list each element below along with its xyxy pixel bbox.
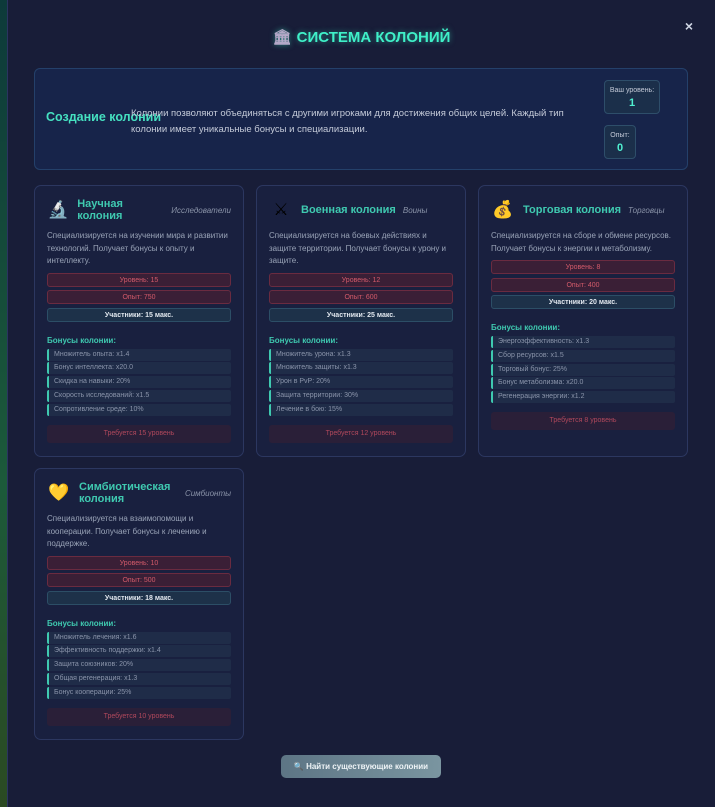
bonus-heading: Бонусы колонии: xyxy=(491,323,561,332)
bonus-item: Скидка на навыки: 20% xyxy=(47,376,231,389)
bonus-item: Бонус метаболизма: x20.0 xyxy=(491,377,675,390)
bonus-item: Защита территории: 30% xyxy=(269,389,453,402)
colony-card[interactable]: 🔬 Научная колония Исследователи Специализи… xyxy=(34,185,244,457)
colony-subtitle: Симбионты xyxy=(184,488,231,498)
create-colony-button[interactable]: Требуется 8 уровень xyxy=(491,412,675,431)
level-requirement: Уровень: 8 xyxy=(491,260,675,274)
bonus-item: Скорость исследований: x1.5 xyxy=(47,389,231,402)
bonus-heading: Бонусы колонии: xyxy=(47,335,117,345)
colony-description: Специализируется на сборе и обмене ресур… xyxy=(491,231,672,253)
members-limit: Участники: 25 макс. xyxy=(269,307,453,322)
card-header: 💛 Симбиотическая колония Симбионты xyxy=(47,481,231,505)
title-text: СИСТЕМА КОЛОНИЙ xyxy=(296,29,451,46)
exp-stat: Опыт: 0 xyxy=(604,125,636,159)
heart-icon: 💛 xyxy=(48,483,70,502)
bonus-heading: Бонусы колонии: xyxy=(47,618,117,628)
exp-requirement: Опыт: 750 xyxy=(47,290,231,304)
intro-text: Колонии позволяют объединяться с другими… xyxy=(131,108,564,135)
members-limit: Участники: 18 макс. xyxy=(47,590,231,605)
card-header: ⚔ Военная колония Воины xyxy=(269,198,453,222)
bonus-item: Множитель защиты: x1.3 xyxy=(269,362,453,375)
bonus-item: Лечение в бою: 15% xyxy=(269,403,453,416)
level-label: Ваш уровень: xyxy=(609,87,655,94)
intro-heading: Создание колонии xyxy=(46,110,162,124)
bonus-item: Сопротивление среде: 10% xyxy=(47,403,231,416)
colony-name: Симбиотическая колония xyxy=(79,481,171,505)
create-colony-button[interactable]: Требуется 15 уровень xyxy=(47,424,231,443)
find-colonies-button[interactable]: 🔍 Найти существующие колонии xyxy=(281,755,441,778)
card-header: 🔬 Научная колония Исследователи xyxy=(47,198,231,222)
colony-subtitle: Торговцы xyxy=(628,205,665,215)
colony-description: Специализируется на изучении мира и разв… xyxy=(47,231,228,265)
microscope-icon: 🔬 xyxy=(47,200,69,219)
magnifier-icon: 🔍 xyxy=(293,762,304,771)
level-requirement: Уровень: 15 xyxy=(47,272,231,287)
money-bag-icon: 💰 xyxy=(492,200,514,219)
bonus-item: Эффективность поддержки: x1.4 xyxy=(47,645,231,658)
bonus-item: Торговый бонус: 25% xyxy=(491,363,675,376)
bonus-item: Регенерация энергии: x1.2 xyxy=(491,391,675,404)
create-colony-button[interactable]: Требуется 12 уровень xyxy=(269,424,453,443)
level-stat: Ваш уровень: 1 xyxy=(604,80,660,114)
colony-card[interactable]: ⚔ Военная колония Воины Специализируется н… xyxy=(256,185,466,457)
exp-requirement: Опыт: 400 xyxy=(491,277,675,292)
exp-requirement: Опыт: 500 xyxy=(47,573,231,587)
find-label: Найти существующие колонии xyxy=(306,762,429,771)
modal-title: 🏛 СИСТЕМА КОЛОНИЙ xyxy=(8,28,715,46)
colony-modal: 🏛 СИСТЕМА КОЛОНИЙ × Создание колонии Коло… xyxy=(7,0,715,807)
bonus-item: Общая регенерация: x1.3 xyxy=(47,672,231,685)
members-limit: Участники: 20 макс. xyxy=(491,295,675,309)
colony-subtitle: Воины xyxy=(402,205,428,215)
bonus-item: Бонус интеллекта: x20.0 xyxy=(47,362,231,375)
bonus-item: Множитель лечения: x1.6 xyxy=(47,631,231,644)
exp-label: Опыт: xyxy=(610,132,630,139)
exp-value: 0 xyxy=(616,142,624,154)
exp-requirement: Опыт: 600 xyxy=(269,290,453,304)
members-limit: Участники: 15 макс. xyxy=(47,307,231,322)
colony-description: Специализируется на боевых действиях и з… xyxy=(269,231,447,265)
level-value: 1 xyxy=(628,97,636,109)
create-colony-button[interactable]: Требуется 10 уровень xyxy=(47,707,231,726)
bonus-item: Множитель урона: x1.3 xyxy=(269,348,453,361)
level-requirement: Уровень: 10 xyxy=(47,555,231,570)
bonus-item: Бонус кооперации: 25% xyxy=(47,686,231,699)
colony-subtitle: Исследователи xyxy=(171,205,231,215)
colony-description: Специализируется на взаимопомощи и коопе… xyxy=(47,514,207,548)
bonus-heading: Бонусы колонии: xyxy=(269,335,339,345)
bonus-item: Энергоэффективность: x1.3 xyxy=(491,336,675,348)
card-header: 💰 Торговая колония Торговцы xyxy=(491,198,675,222)
colony-name: Военная колония xyxy=(301,204,396,216)
crossed-swords-icon: ⚔ xyxy=(273,200,289,219)
level-requirement: Уровень: 12 xyxy=(269,272,453,287)
bonus-item: Сбор ресурсов: x1.5 xyxy=(491,349,675,362)
intro-panel: Создание колонии Колонии позволяют объед… xyxy=(34,68,688,170)
colony-card[interactable]: 💰 Торговая колония Торговцы Специализирует… xyxy=(478,185,688,457)
close-button[interactable]: × xyxy=(684,18,693,34)
colony-card[interactable]: 💛 Симбиотическая колония Симбионты Специал… xyxy=(34,468,244,740)
colony-name: Торговая колония xyxy=(523,204,622,216)
classical-building-icon: 🏛 xyxy=(272,29,292,46)
colony-name: Научная колония xyxy=(77,198,123,222)
bonus-item: Множитель опыта: x1.4 xyxy=(47,348,231,361)
bonus-item: Защита союзников: 20% xyxy=(47,659,231,672)
bonus-item: Урон в PvP: 20% xyxy=(269,376,453,389)
